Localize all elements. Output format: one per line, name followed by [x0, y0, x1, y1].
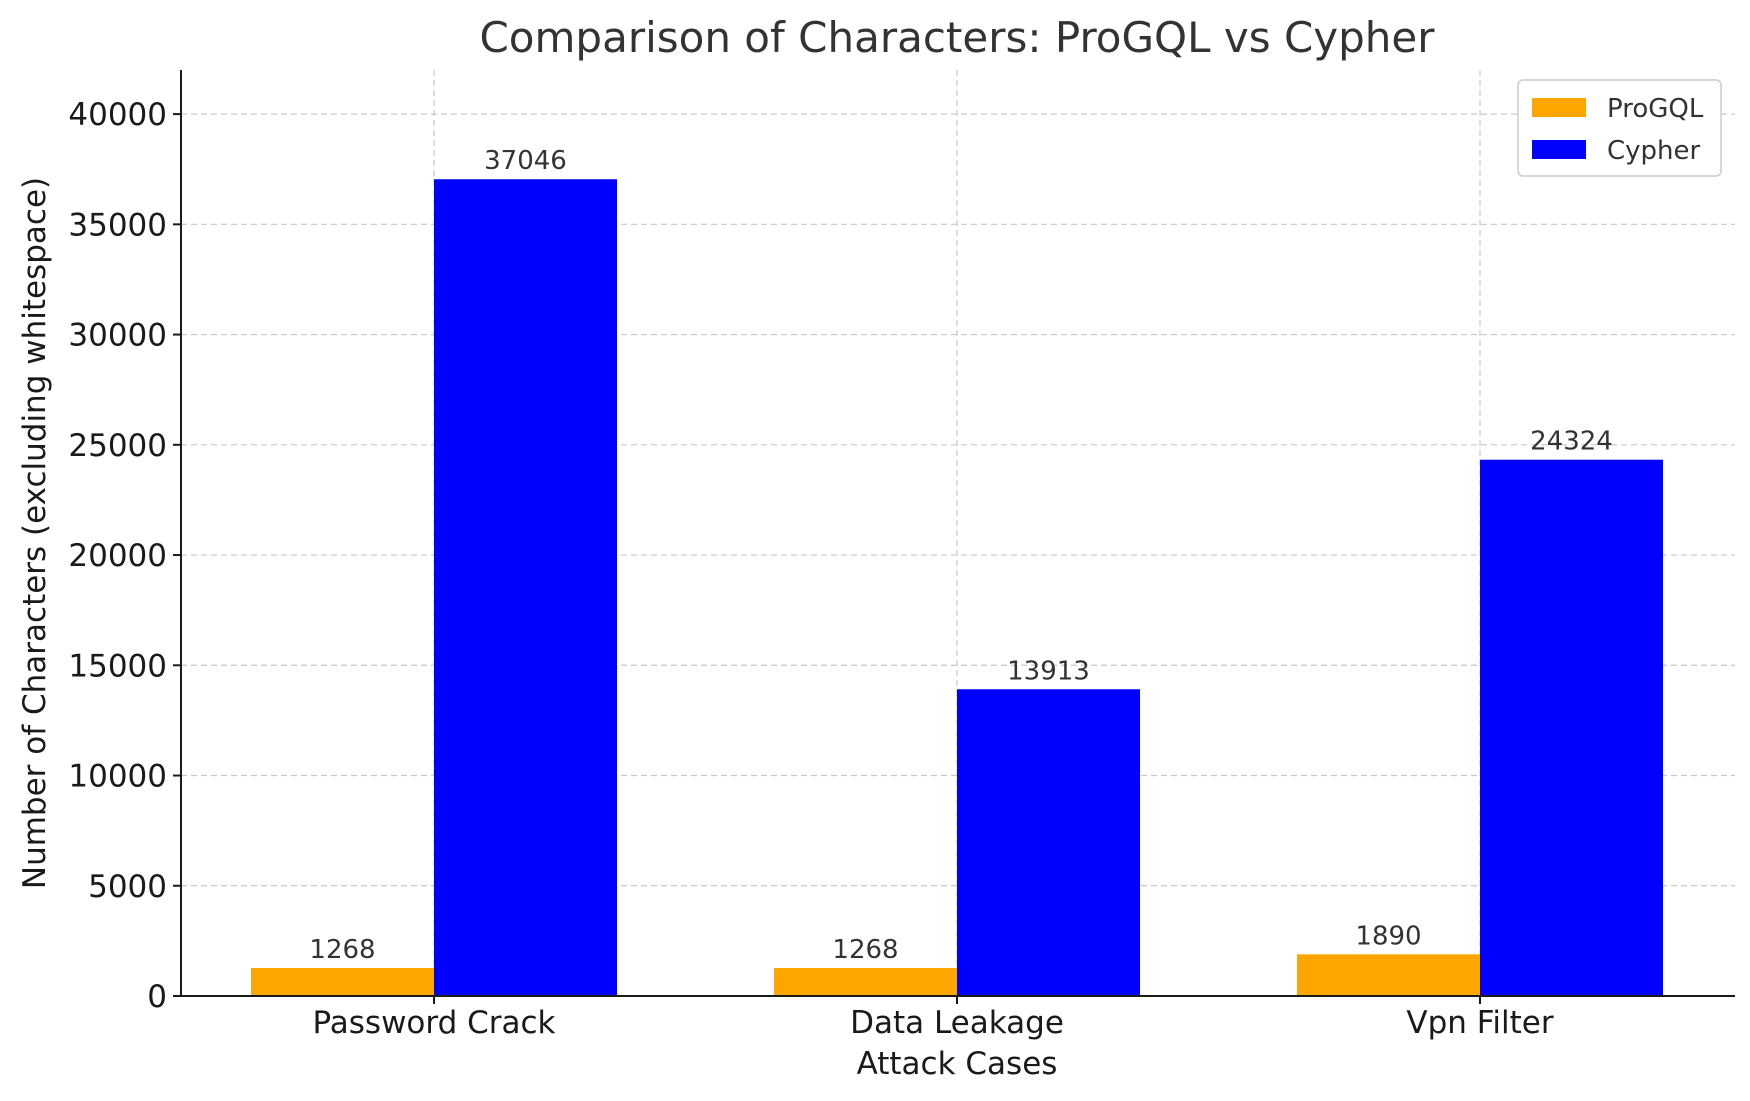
- y-tick-label-5: 25000: [68, 428, 167, 464]
- data-label-cypher-3: 24324: [1530, 427, 1613, 457]
- y-tick-label-4: 20000: [68, 538, 167, 574]
- x-tick-label-2: Vpn Filter: [1406, 1005, 1553, 1041]
- y-tick-label-8: 40000: [68, 97, 167, 133]
- bar-progql-3: [1297, 954, 1480, 996]
- data-label-cypher-2: 13913: [1007, 656, 1090, 686]
- x-tick-label-1: Data Leakage: [850, 1005, 1064, 1041]
- y-tick-label-6: 30000: [68, 318, 167, 354]
- y-tick-label-2: 10000: [68, 759, 167, 795]
- data-label-progql-2: 1268: [832, 935, 898, 965]
- y-tick-label-1: 5000: [88, 869, 167, 905]
- x-tick-label-0: Password Crack: [312, 1005, 555, 1041]
- y-tick-labels: 0 5000 10000 15000 20000 25000 30000 35000 40000: [68, 97, 181, 1015]
- chart-title: Comparison of Characters: ProGQL vs Cyph…: [479, 13, 1435, 62]
- bar-cypher-2: [957, 689, 1140, 996]
- legend-label-progql: ProGQL: [1607, 94, 1704, 124]
- bars-group: [251, 179, 1663, 997]
- data-label-progql-1: 1268: [309, 935, 375, 965]
- bar-progql-2: [774, 968, 957, 996]
- bar-progql-1: [251, 968, 434, 996]
- y-tick-label-7: 35000: [68, 207, 167, 243]
- legend-label-cypher: Cypher: [1607, 136, 1701, 166]
- y-axis-label: Number of Characters (excluding whitespa…: [17, 177, 53, 889]
- data-label-progql-3: 1890: [1355, 921, 1421, 951]
- y-tick-label-3: 15000: [68, 648, 167, 684]
- x-tick-labels: Password Crack Data Leakage Vpn Filter: [312, 996, 1554, 1041]
- legend-swatch-progql: [1532, 98, 1586, 117]
- x-axis-label: Attack Cases: [857, 1046, 1058, 1082]
- legend-swatch-cypher: [1532, 140, 1586, 159]
- data-labels-group: 1268 1268 1890 37046 13913 24324: [309, 146, 1612, 965]
- bar-cypher-3: [1480, 459, 1663, 996]
- legend: ProGQL Cypher: [1517, 79, 1722, 177]
- y-tick-label-0: 0: [147, 979, 167, 1015]
- data-label-cypher-1: 37046: [484, 146, 567, 176]
- bar-cypher-1: [434, 179, 617, 997]
